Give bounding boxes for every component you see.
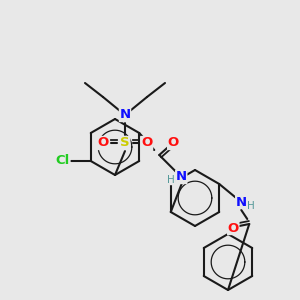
Text: N: N <box>236 196 247 208</box>
Text: H: H <box>248 201 255 211</box>
Text: Cl: Cl <box>56 154 70 167</box>
Text: N: N <box>176 170 187 184</box>
Text: O: O <box>168 136 179 149</box>
Text: O: O <box>98 136 109 149</box>
Text: S: S <box>120 136 130 149</box>
Text: N: N <box>119 109 130 122</box>
Text: O: O <box>141 136 153 149</box>
Text: O: O <box>228 221 239 235</box>
Text: H: H <box>167 175 175 185</box>
